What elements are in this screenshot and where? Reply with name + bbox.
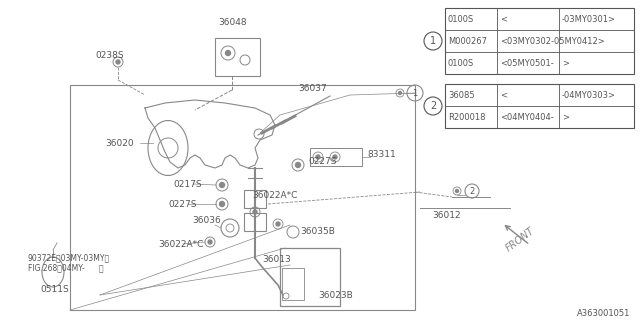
Text: 36037: 36037 [298,84,327,92]
Text: 2: 2 [430,101,436,111]
Bar [280,248,340,306]
Bar [244,190,266,208]
Text: 0100S: 0100S [448,14,474,23]
Text: <: < [500,14,507,23]
Text: >: > [562,113,569,122]
Text: <: < [500,91,507,100]
Text: 36036: 36036 [192,215,221,225]
Bar [282,268,304,300]
Text: 36020: 36020 [105,139,134,148]
Text: 1: 1 [430,36,436,46]
Circle shape [316,155,320,159]
Bar [244,213,266,231]
Text: 0227S: 0227S [308,156,337,165]
Text: 36048: 36048 [218,18,246,27]
Text: >: > [562,59,569,68]
Text: 0100S: 0100S [448,59,474,68]
Circle shape [253,210,257,214]
Text: 36085: 36085 [448,91,475,100]
Text: 36022A*C: 36022A*C [252,190,298,199]
Text: 36012: 36012 [432,211,461,220]
Text: -03MY0301>: -03MY0301> [562,14,616,23]
Circle shape [456,189,458,193]
Bar [310,148,362,166]
Circle shape [220,182,225,188]
Text: R200018: R200018 [448,113,486,122]
Circle shape [296,163,301,167]
Text: 0511S: 0511S [40,285,68,294]
Text: <04MY0404-: <04MY0404- [500,113,554,122]
Text: 0238S: 0238S [95,51,124,60]
Text: 36022A*C: 36022A*C [158,239,204,249]
Text: 0227S: 0227S [168,199,196,209]
Circle shape [208,240,212,244]
Bar [70,85,415,310]
Text: 36013: 36013 [262,255,291,265]
Text: A363001051: A363001051 [577,308,630,317]
Text: 83311: 83311 [367,149,396,158]
Circle shape [220,202,225,206]
Circle shape [116,60,120,64]
Text: <05MY0501-: <05MY0501- [500,59,554,68]
Bar [445,84,634,128]
Text: FRONT: FRONT [504,226,536,254]
Text: 2: 2 [469,187,475,196]
Text: FIG.268〃04MY-      〄: FIG.268〃04MY- 〄 [28,263,104,273]
Text: 90372E〃03MY-03MY〄: 90372E〃03MY-03MY〄 [28,253,110,262]
Bar [445,8,634,74]
Text: -04MY0303>: -04MY0303> [562,91,616,100]
Text: 36023B: 36023B [318,291,353,300]
Circle shape [276,222,280,226]
Text: 1: 1 [412,89,418,98]
Bar [215,38,260,76]
Circle shape [333,155,337,159]
Text: <03MY0302-05MY0412>: <03MY0302-05MY0412> [500,36,605,45]
Text: 0217S: 0217S [173,180,202,188]
Text: M000267: M000267 [448,36,487,45]
Text: 36035B: 36035B [300,227,335,236]
Circle shape [225,51,230,55]
Circle shape [399,92,401,94]
